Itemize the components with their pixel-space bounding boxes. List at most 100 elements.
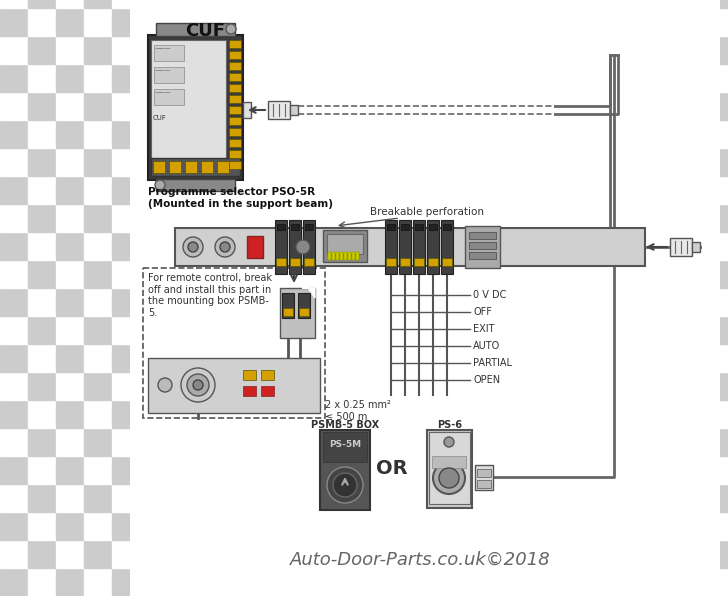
Bar	[280, 288, 315, 338]
Bar	[469, 252, 496, 259]
Text: ———: ———	[155, 46, 172, 51]
Bar	[277, 224, 285, 230]
Bar	[352, 252, 355, 260]
Bar	[229, 95, 241, 103]
Bar	[289, 220, 301, 274]
Bar	[151, 40, 226, 175]
Bar	[477, 480, 491, 488]
Circle shape	[296, 240, 310, 254]
Bar	[201, 161, 213, 173]
Bar	[385, 220, 397, 274]
Bar	[229, 106, 241, 114]
Bar	[323, 432, 367, 462]
Bar	[154, 67, 184, 83]
Bar	[175, 228, 645, 266]
Bar	[344, 252, 347, 260]
Bar	[427, 430, 472, 508]
Circle shape	[439, 468, 459, 488]
Bar	[185, 161, 197, 173]
Circle shape	[188, 242, 198, 252]
Text: For remote control, break
off and install this part in
the mounting box PSMB-
5.: For remote control, break off and instal…	[148, 273, 272, 318]
Bar	[229, 51, 241, 59]
Bar	[261, 386, 274, 396]
Bar	[348, 252, 351, 260]
Bar	[465, 226, 500, 268]
Bar	[229, 84, 241, 92]
Circle shape	[181, 368, 215, 402]
Bar	[268, 101, 290, 119]
Bar	[275, 220, 287, 274]
Bar	[229, 117, 241, 125]
Text: CUF: CUF	[185, 22, 225, 40]
Bar	[692, 242, 700, 252]
Circle shape	[333, 473, 357, 497]
Bar	[432, 456, 466, 468]
Bar	[243, 370, 256, 380]
Bar	[305, 224, 313, 230]
Text: PSMB-5 BOX: PSMB-5 BOX	[311, 420, 379, 430]
Bar	[428, 258, 438, 266]
Text: Auto-Door-Parts.co.uk©2018: Auto-Door-Parts.co.uk©2018	[290, 551, 550, 569]
Circle shape	[155, 180, 165, 190]
Circle shape	[327, 467, 363, 503]
Text: 0 V DC: 0 V DC	[473, 290, 507, 300]
Bar	[356, 252, 359, 260]
Bar	[291, 224, 299, 230]
Bar	[399, 220, 411, 274]
Bar	[387, 224, 395, 230]
Bar	[156, 179, 235, 191]
Text: PS-6: PS-6	[438, 420, 462, 430]
Bar	[283, 308, 293, 316]
Bar	[469, 232, 496, 239]
Polygon shape	[302, 288, 315, 298]
Bar	[229, 150, 241, 158]
Text: CUF: CUF	[153, 115, 167, 121]
Text: PARTIAL: PARTIAL	[473, 358, 512, 368]
Bar	[169, 161, 181, 173]
Bar	[299, 308, 309, 316]
Bar	[336, 252, 339, 260]
Bar	[243, 386, 256, 396]
Text: OPEN: OPEN	[473, 375, 500, 385]
Bar	[327, 234, 363, 254]
Bar	[442, 258, 452, 266]
Bar	[323, 230, 367, 262]
Bar	[290, 105, 298, 115]
Text: OR: OR	[376, 458, 408, 477]
Text: Programme selector PSO-5R
(Mounted in the support beam): Programme selector PSO-5R (Mounted in th…	[148, 187, 333, 209]
Bar	[298, 293, 310, 318]
Bar	[151, 158, 240, 176]
Bar	[328, 252, 331, 260]
Bar	[229, 128, 241, 136]
Bar	[303, 220, 315, 274]
Bar	[340, 252, 343, 260]
Bar	[229, 73, 241, 81]
Circle shape	[187, 374, 209, 396]
Bar	[229, 62, 241, 70]
Bar	[148, 35, 243, 180]
Bar	[261, 370, 274, 380]
Bar	[441, 220, 453, 274]
Bar	[477, 469, 491, 477]
Bar	[229, 139, 241, 147]
Bar	[143, 268, 325, 418]
Text: EXIT: EXIT	[473, 324, 494, 334]
Bar	[427, 220, 439, 274]
Bar	[304, 258, 314, 266]
Text: 2 x 0.25 mm²
≤ 500 m: 2 x 0.25 mm² ≤ 500 m	[325, 400, 391, 421]
Bar	[413, 220, 425, 274]
Bar	[290, 258, 300, 266]
Bar	[154, 89, 184, 105]
Bar	[130, 0, 720, 596]
Text: Breakable perforation: Breakable perforation	[370, 207, 484, 217]
Bar	[217, 161, 229, 173]
Bar	[156, 23, 235, 36]
Circle shape	[158, 378, 172, 392]
Circle shape	[183, 237, 203, 257]
Bar	[469, 242, 496, 249]
Circle shape	[226, 24, 236, 34]
Bar	[429, 224, 437, 230]
Bar	[154, 45, 184, 61]
Bar	[670, 238, 692, 256]
Circle shape	[215, 237, 235, 257]
